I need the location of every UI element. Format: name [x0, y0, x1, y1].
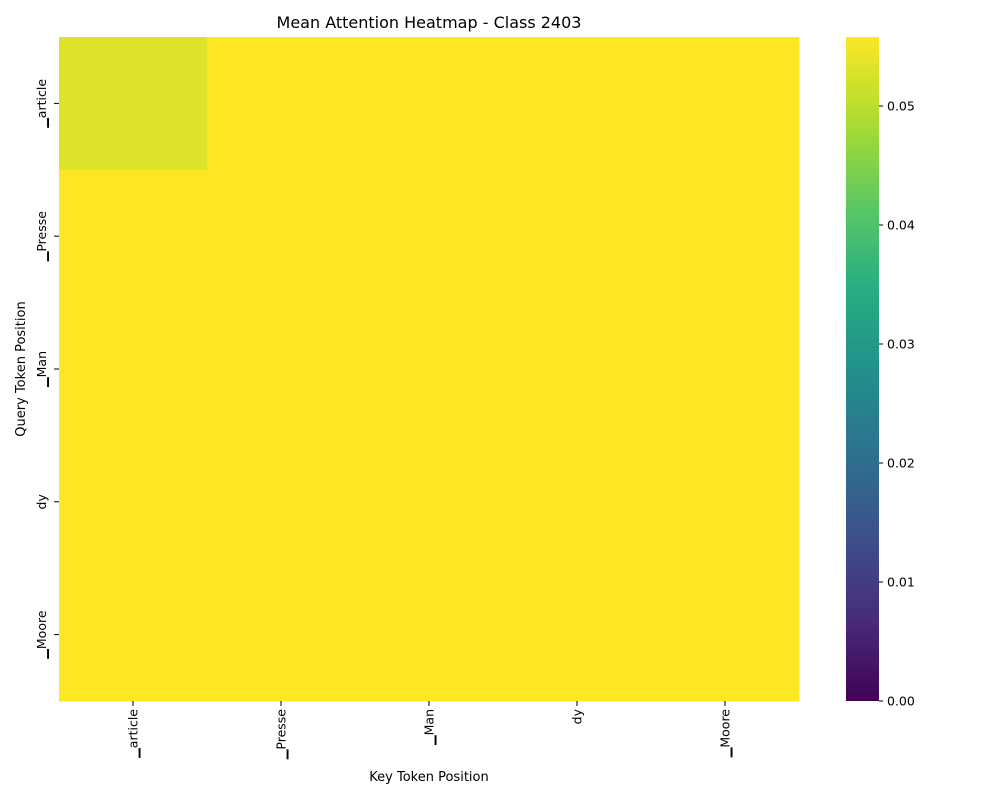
heatmap-cell: [503, 169, 652, 304]
heatmap-cell: [59, 435, 208, 569]
x-tick-label: ▁Presse: [274, 709, 290, 761]
y-tick-label: ▁Man: [34, 351, 50, 388]
heatmap-cell: [207, 435, 356, 569]
heatmap-cell: [355, 169, 504, 304]
y-axis-ticks: ▁article ▁Presse ▁Man dy ▁Moore: [34, 79, 59, 660]
heatmap-cell: [503, 568, 652, 702]
heatmap-cell: [503, 302, 652, 436]
colorbar-tick-label: 0.02: [887, 456, 915, 471]
heatmap-cell: [651, 169, 800, 304]
colorbar-tick-label: 0.04: [887, 218, 915, 233]
colorbar-tick-label: 0.03: [887, 337, 915, 352]
x-tick-label: ▁Moore: [718, 709, 734, 759]
heatmap-cell: [59, 302, 208, 436]
heatmap-cell: [207, 568, 356, 702]
heatmap-cell: [355, 37, 504, 171]
heatmap-cell: [651, 435, 800, 569]
heatmap-cell: [355, 568, 504, 702]
y-axis-label: Query Token Position: [14, 301, 29, 436]
x-tick-label: ▁article: [126, 709, 142, 759]
heatmap-cell: [355, 302, 504, 436]
y-tick-label: ▁Moore: [34, 610, 50, 660]
chart-title: Mean Attention Heatmap - Class 2403: [277, 13, 582, 32]
colorbar-tick-label: 0.01: [887, 575, 915, 590]
x-axis-label: Key Token Position: [369, 770, 488, 785]
heatmap-cell: [503, 435, 652, 569]
x-tick-label: dy: [570, 708, 585, 724]
heatmap-cell: [651, 302, 800, 436]
colorbar: 0.00 0.01 0.02 0.03 0.04 0.05: [846, 37, 915, 709]
colorbar-gradient: [846, 37, 879, 701]
colorbar-tick-label: 0.00: [887, 694, 915, 709]
heatmap-cell: [59, 568, 208, 702]
heatmap-cell: [207, 37, 356, 171]
colorbar-ticks: 0.00 0.01 0.02 0.03 0.04 0.05: [879, 99, 915, 709]
x-tick-label: ▁Man: [422, 709, 438, 746]
heatmap-cell: [207, 302, 356, 436]
heatmap-cell: [355, 435, 504, 569]
heatmap-cell: [59, 169, 208, 304]
heatmap-cell: [651, 37, 800, 171]
heatmap-cell: [207, 169, 356, 304]
colorbar-tick-label: 0.05: [887, 99, 915, 114]
heatmap-cell: [503, 37, 652, 171]
heatmap-cell: [651, 568, 800, 702]
y-tick-label: ▁article: [34, 79, 50, 129]
x-axis-ticks: ▁article ▁Presse ▁Man dy ▁Moore: [126, 701, 734, 760]
y-tick-label: ▁Presse: [34, 211, 50, 263]
heatmap-cell: [59, 37, 208, 171]
y-tick-label: dy: [34, 494, 49, 510]
heatmap-cells: [59, 37, 800, 702]
